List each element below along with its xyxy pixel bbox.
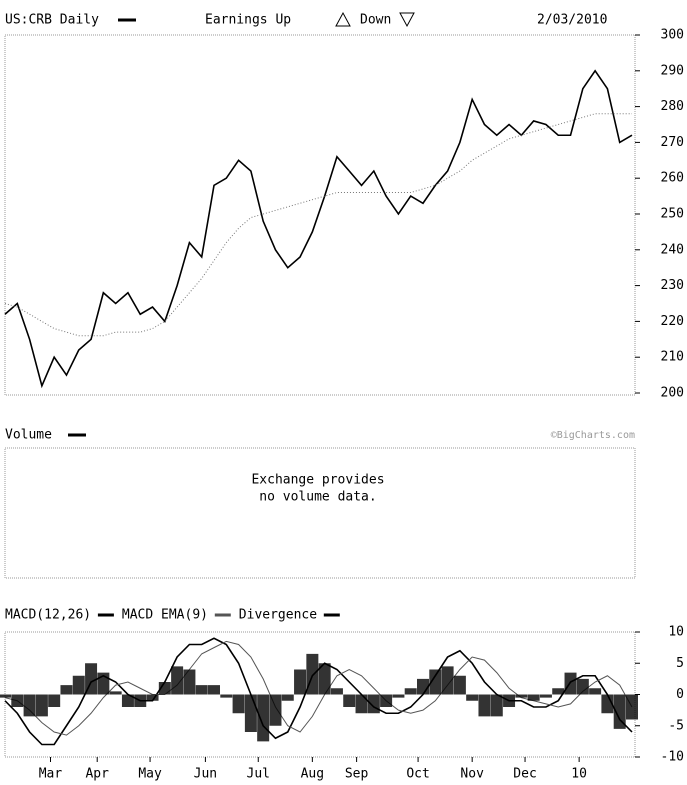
- x-tick-label: Apr: [85, 767, 109, 782]
- volume-message: no volume data.: [259, 490, 376, 505]
- watermark: ©BigCharts.com: [551, 430, 635, 441]
- x-tick-label: May: [138, 767, 162, 782]
- divergence-bar: [564, 672, 577, 695]
- earnings-up: Earnings Up: [205, 13, 291, 28]
- y-tick-label: 230: [661, 278, 684, 293]
- earnings-down: Down: [360, 13, 391, 28]
- x-tick-label: Jun: [194, 767, 217, 782]
- divergence-bar: [294, 669, 307, 695]
- divergence-bar: [0, 694, 11, 698]
- divergence-bar: [539, 694, 552, 698]
- x-tick-label: Jul: [247, 767, 270, 782]
- divergence-bar: [306, 653, 319, 695]
- divergence-bar: [429, 669, 442, 695]
- divergence-bar: [601, 694, 614, 714]
- series-line: [4, 637, 633, 746]
- divergence-bar: [171, 666, 184, 695]
- divergence-bar: [244, 694, 257, 732]
- divergence-bar: [48, 694, 61, 707]
- y-tick-label: 250: [661, 207, 684, 222]
- y-tick-label: 0: [676, 687, 684, 702]
- y-tick-label: 200: [661, 386, 684, 401]
- price-frame: [4, 34, 636, 396]
- divergence-bar: [281, 694, 294, 701]
- divergence-bar: [552, 688, 565, 695]
- divergence-bar: [466, 694, 479, 701]
- divergence-bar: [343, 694, 356, 707]
- y-tick-label: 280: [661, 99, 684, 114]
- divergence-bar: [121, 694, 134, 707]
- divergence-bar: [109, 691, 122, 695]
- divergence-bar: [208, 685, 220, 695]
- y-tick-label: 210: [661, 350, 684, 365]
- divergence-bar: [146, 694, 159, 701]
- divergence-bar: [23, 694, 36, 717]
- volume-message: Exchange provides: [251, 473, 384, 488]
- divergence-bar: [269, 694, 282, 726]
- divergence-bar: [417, 678, 429, 695]
- divergence-bar: [626, 694, 638, 720]
- divergence-bar: [392, 694, 405, 698]
- divergence-bar: [158, 682, 171, 695]
- divergence-bar: [183, 669, 196, 695]
- y-tick-label: 290: [661, 63, 684, 78]
- divergence-bar: [490, 694, 503, 717]
- y-tick-label: -5: [668, 718, 684, 733]
- divergence-bar: [97, 672, 110, 695]
- y-tick-label: 300: [661, 28, 684, 43]
- divergence-bar: [60, 685, 73, 695]
- divergence-bar: [441, 666, 454, 695]
- divergence-bar: [589, 688, 602, 695]
- divergence-bar: [318, 663, 331, 695]
- volume-frame: [4, 447, 636, 579]
- volume-title: Volume: [5, 428, 52, 443]
- y-tick-label: 10: [668, 625, 684, 640]
- legend-label: Divergence: [239, 608, 317, 623]
- divergence-bar: [527, 694, 540, 701]
- divergence-bar: [380, 694, 393, 707]
- divergence-bar: [355, 694, 368, 714]
- series-line: [4, 113, 632, 337]
- date: 2/03/2010: [537, 13, 607, 28]
- x-tick-label: 10: [571, 767, 587, 782]
- y-tick-label: 5: [676, 656, 684, 671]
- y-tick-label: 260: [661, 171, 684, 186]
- y-tick-label: 220: [661, 314, 684, 329]
- y-tick-label: 240: [661, 242, 684, 257]
- x-tick-label: Nov: [460, 767, 484, 782]
- divergence-bar: [515, 694, 528, 698]
- divergence-bar: [503, 694, 516, 707]
- divergence-bar: [576, 678, 589, 695]
- divergence-bar: [35, 694, 48, 717]
- divergence-bar: [330, 688, 343, 695]
- divergence-bar: [367, 694, 380, 714]
- divergence-bar: [85, 663, 98, 695]
- divergence-bar: [453, 675, 466, 695]
- legend-label: MACD EMA(9): [122, 608, 208, 623]
- divergence-bar: [404, 688, 417, 695]
- macd-title: MACD(12,26): [5, 608, 91, 623]
- divergence-bar: [613, 694, 626, 729]
- chart-title: US:CRB Daily: [5, 13, 99, 28]
- divergence-bar: [195, 685, 208, 695]
- x-tick-label: Sep: [345, 767, 369, 782]
- y-tick-label: 270: [661, 135, 684, 150]
- x-tick-label: Aug: [301, 767, 324, 782]
- divergence-bar: [72, 675, 85, 695]
- series-line: [4, 640, 633, 736]
- down-icon: [399, 12, 415, 28]
- series-line: [4, 69, 633, 389]
- x-tick-label: Oct: [406, 767, 429, 782]
- divergence-bar: [220, 694, 233, 698]
- divergence-bar: [134, 694, 147, 707]
- y-tick-label: -10: [661, 750, 684, 765]
- up-icon: [335, 11, 351, 27]
- x-tick-label: Dec: [513, 767, 536, 782]
- divergence-bar: [232, 694, 245, 714]
- divergence-bar: [478, 694, 491, 717]
- x-tick-label: Mar: [39, 767, 63, 782]
- divergence-bar: [257, 694, 270, 742]
- divergence-bar: [11, 694, 24, 707]
